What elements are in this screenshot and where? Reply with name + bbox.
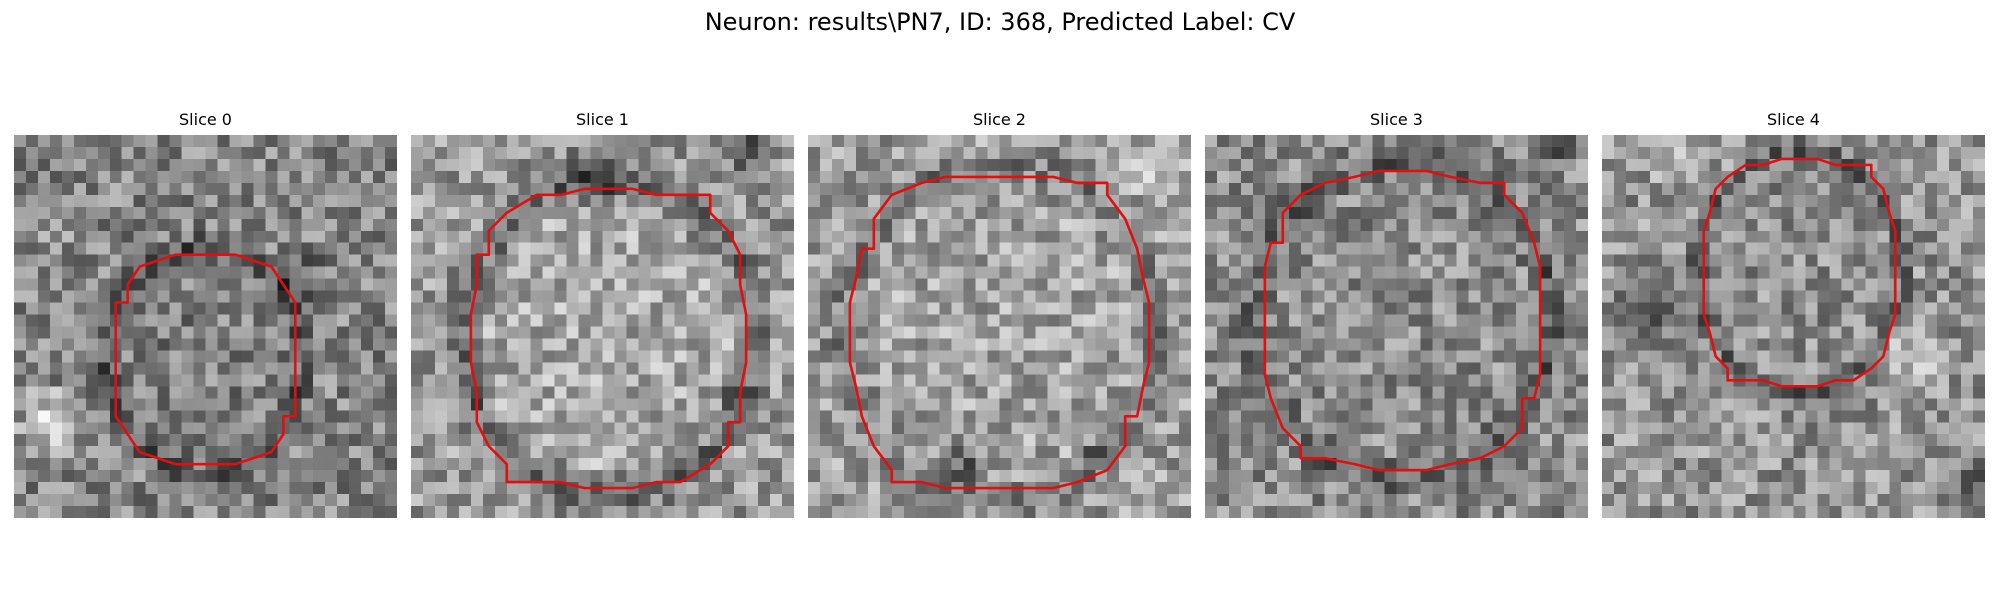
slice-title: Slice 0 [179, 110, 232, 129]
slice-image [1205, 135, 1588, 518]
slice-title: Slice 4 [1767, 110, 1820, 129]
slice-title: Slice 2 [973, 110, 1026, 129]
slice-title: Slice 3 [1370, 110, 1423, 129]
slice-image [808, 135, 1191, 518]
segmentation-contour [469, 187, 748, 490]
pixel-grid [411, 135, 794, 518]
segmentation-contour [848, 175, 1151, 490]
segmentation-contour [1263, 169, 1542, 472]
segmentation-contour [114, 253, 297, 466]
pixel-grid [808, 135, 1191, 518]
slice-image [1602, 135, 1985, 518]
pixel-grid [1205, 135, 1588, 518]
figure-title: Neuron: results\PN7, ID: 368, Predicted … [704, 8, 1296, 36]
pixel-grid [1602, 135, 1985, 518]
segmentation-contour [1702, 157, 1897, 388]
slice-image [14, 135, 397, 518]
slice-image [411, 135, 794, 518]
pixel-grid [14, 135, 397, 518]
slice-title: Slice 1 [576, 110, 629, 129]
